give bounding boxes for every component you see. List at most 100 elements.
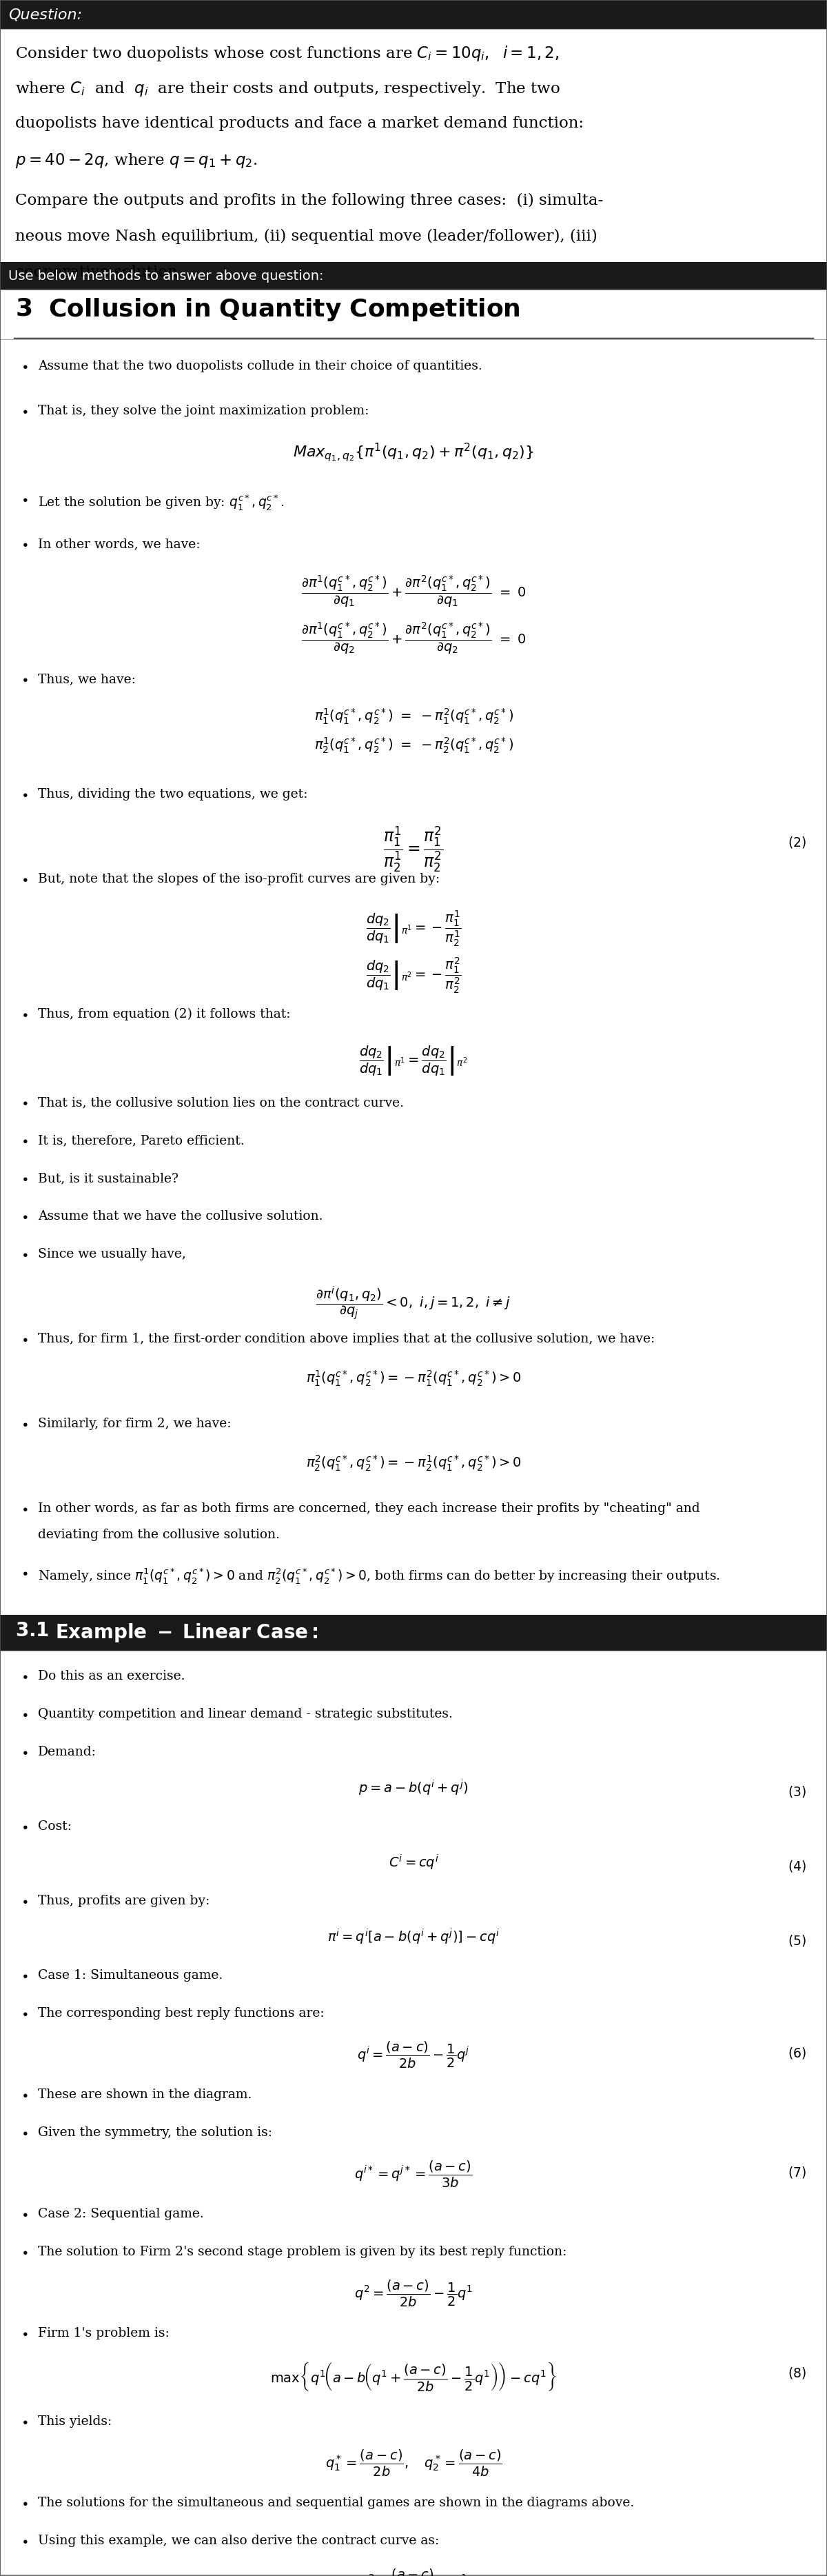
Text: $\pi^1_1(q_1^{c*},q_2^{c*}) = -\pi^2_1(q_1^{c*},q_2^{c*}) > 0$: $\pi^1_1(q_1^{c*},q_2^{c*}) = -\pi^2_1(q… bbox=[306, 1370, 521, 1388]
Text: $q^i = \dfrac{(a-c)}{2b} - \dfrac{1}{2}q^j$: $q^i = \dfrac{(a-c)}{2b} - \dfrac{1}{2}q… bbox=[357, 2040, 470, 2071]
Text: $\bullet$: $\bullet$ bbox=[21, 873, 28, 886]
Text: This yields:: This yields: bbox=[38, 2416, 112, 2427]
Text: $\left.\dfrac{dq_2}{dq_1}\right|_{\pi^2} = -\dfrac{\pi^2_1}{\pi^2_2}$: $\left.\dfrac{dq_2}{dq_1}\right|_{\pi^2}… bbox=[366, 956, 461, 994]
Text: $\dfrac{\partial\pi^i(q_1,q_2)}{\partial q_j} < 0, \ i,j = 1,2, \ i \neq j$: $\dfrac{\partial\pi^i(q_1,q_2)}{\partial… bbox=[316, 1285, 511, 1321]
Text: $Max_{q_1,q_2}\{\pi^1(q_1,q_2) + \pi^2(q_1,q_2)\}$: $Max_{q_1,q_2}\{\pi^1(q_1,q_2) + \pi^2(q… bbox=[293, 440, 534, 464]
Text: Case 1: Simultaneous game.: Case 1: Simultaneous game. bbox=[38, 1968, 222, 1981]
Text: $\left.\dfrac{dq_2}{dq_1}\right|_{\pi^1} = \left.\dfrac{dq_2}{dq_1}\right|_{\pi^: $\left.\dfrac{dq_2}{dq_1}\right|_{\pi^1}… bbox=[359, 1046, 468, 1077]
Text: Case 2: Sequential game.: Case 2: Sequential game. bbox=[38, 2208, 203, 2221]
Text: Assume that the two duopolists collude in their choice of quantities.: Assume that the two duopolists collude i… bbox=[38, 361, 482, 374]
Bar bbox=[0, 1615, 827, 1651]
Text: $\bullet$: $\bullet$ bbox=[21, 1007, 28, 1020]
Text: In other words, as far as both firms are concerned, they each increase their pro: In other words, as far as both firms are… bbox=[38, 1502, 700, 1515]
Bar bbox=[0, 1651, 827, 2573]
Text: $\bullet$: $\bullet$ bbox=[21, 1417, 28, 1430]
Text: But, is it sustainable?: But, is it sustainable? bbox=[38, 1172, 179, 1185]
Text: $\pi^2_2(q_1^{c*},q_2^{c*}) = -\pi^1_2(q_1^{c*},q_2^{c*}) > 0$: $\pi^2_2(q_1^{c*},q_2^{c*}) = -\pi^1_2(q… bbox=[306, 1455, 521, 1473]
Text: Assume that we have the collusive solution.: Assume that we have the collusive soluti… bbox=[38, 1211, 323, 1224]
Text: $\bullet$: $\bullet$ bbox=[21, 672, 28, 685]
Text: $\bullet$: $\bullet$ bbox=[21, 1172, 28, 1185]
Text: $\pi^1_2(q_1^{c*},q_2^{c*}) \ = \ -\pi^2_2(q_1^{c*},q_2^{c*})$: $\pi^1_2(q_1^{c*},q_2^{c*}) \ = \ -\pi^2… bbox=[314, 737, 513, 755]
Text: $(6)$: $(6)$ bbox=[788, 2045, 806, 2061]
Text: $\bullet$: $\bullet$ bbox=[21, 2496, 28, 2509]
Text: $\bullet$: $\bullet$ bbox=[21, 492, 28, 505]
Text: $\bullet$: $\bullet$ bbox=[21, 1747, 28, 1759]
Text: Thus, profits are given by:: Thus, profits are given by: bbox=[38, 1896, 210, 1906]
Text: $q^2 = \dfrac{(a-c)}{2b} - q^1$: $q^2 = \dfrac{(a-c)}{2b} - q^1$ bbox=[359, 2568, 468, 2576]
Text: Cost:: Cost: bbox=[38, 1821, 72, 1832]
Text: That is, they solve the joint maximization problem:: That is, they solve the joint maximizati… bbox=[38, 404, 369, 417]
Text: $p = 40 - 2q$, where $q = q_1 + q_2$.: $p = 40 - 2q$, where $q = q_1 + q_2$. bbox=[15, 152, 257, 170]
Text: $\bullet$: $\bullet$ bbox=[21, 2007, 28, 2020]
Text: Firm 1's problem is:: Firm 1's problem is: bbox=[38, 2326, 170, 2339]
Text: $\bullet$: $\bullet$ bbox=[21, 1896, 28, 1906]
Text: Since we usually have,: Since we usually have, bbox=[38, 1247, 186, 1260]
Text: Given the symmetry, the solution is:: Given the symmetry, the solution is: bbox=[38, 2125, 272, 2138]
Text: Let the solution be given by: $q_1^{c*}, q_2^{c*}$.: Let the solution be given by: $q_1^{c*},… bbox=[38, 492, 284, 513]
Text: $\bullet$: $\bullet$ bbox=[21, 2535, 28, 2548]
Text: $\bullet$: $\bullet$ bbox=[21, 1566, 28, 1579]
Text: These are shown in the diagram.: These are shown in the diagram. bbox=[38, 2089, 251, 2102]
Text: $\dfrac{\pi^1_1}{\pi^1_2} = \dfrac{\pi^2_1}{\pi^2_2}$: $\dfrac{\pi^1_1}{\pi^1_2} = \dfrac{\pi^2… bbox=[384, 824, 443, 873]
Text: $\mathbf{3}$: $\mathbf{3}$ bbox=[15, 296, 32, 319]
Text: $\pi^i = q^i[a - b(q^i + q^j)] - cq^i$: $\pi^i = q^i[a - b(q^i + q^j)] - cq^i$ bbox=[327, 1927, 500, 1947]
Text: neous move Nash equilibrium, (ii) sequential move (leader/follower), (iii): neous move Nash equilibrium, (ii) sequen… bbox=[15, 229, 597, 245]
Text: Question:: Question: bbox=[8, 8, 82, 21]
Text: That is, the collusive solution lies on the contract curve.: That is, the collusive solution lies on … bbox=[38, 1097, 404, 1108]
Text: $(3)$: $(3)$ bbox=[788, 1785, 806, 1798]
Text: $(4)$: $(4)$ bbox=[788, 1860, 806, 1873]
Text: $\bullet$: $\bullet$ bbox=[21, 1669, 28, 1682]
Text: duopolists have identical products and face a market demand function:: duopolists have identical products and f… bbox=[15, 116, 584, 131]
Text: deviating from the collusive solution.: deviating from the collusive solution. bbox=[38, 1528, 280, 1540]
Text: Thus, dividing the two equations, we get:: Thus, dividing the two equations, we get… bbox=[38, 788, 308, 801]
Text: $(7)$: $(7)$ bbox=[788, 2164, 806, 2179]
Text: $\bullet$: $\bullet$ bbox=[21, 788, 28, 801]
Text: $\bullet$: $\bullet$ bbox=[21, 1968, 28, 1981]
Text: $p = a - b(q^i + q^j)$: $p = a - b(q^i + q^j)$ bbox=[359, 1780, 468, 1798]
Text: $\bullet$: $\bullet$ bbox=[21, 2416, 28, 2427]
Text: $\bullet$: $\bullet$ bbox=[21, 1502, 28, 1515]
Text: $\bullet$: $\bullet$ bbox=[21, 1211, 28, 1224]
Text: $\bullet$: $\bullet$ bbox=[21, 1821, 28, 1832]
Text: where $C_i$  and  $q_i$  are their costs and outputs, respectively.  The two: where $C_i$ and $q_i$ are their costs an… bbox=[15, 80, 561, 98]
Text: $\mathbf{Example\ -\ Linear\ Case:}$: $\mathbf{Example\ -\ Linear\ Case:}$ bbox=[55, 1623, 318, 1643]
Text: $(2)$: $(2)$ bbox=[788, 835, 806, 850]
Text: The corresponding best reply functions are:: The corresponding best reply functions a… bbox=[38, 2007, 324, 2020]
Text: $\dfrac{\partial\pi^1(q_1^{c*},q_2^{c*})}{\partial q_2} + \dfrac{\partial\pi^2(q: $\dfrac{\partial\pi^1(q_1^{c*},q_2^{c*})… bbox=[301, 621, 526, 657]
Text: $\mathbf{Collusion\ in\ Quantity\ Competition}$: $\mathbf{Collusion\ in\ Quantity\ Compet… bbox=[48, 296, 520, 322]
Text: $\bullet$: $\bullet$ bbox=[21, 2326, 28, 2339]
Text: $\bullet$: $\bullet$ bbox=[21, 2125, 28, 2138]
Text: cooperative solution.: cooperative solution. bbox=[15, 265, 183, 281]
Text: Thus, from equation (2) it follows that:: Thus, from equation (2) it follows that: bbox=[38, 1007, 290, 1020]
Text: Demand:: Demand: bbox=[38, 1747, 97, 1759]
Bar bbox=[0, 340, 827, 2573]
Text: $\bullet$: $\bullet$ bbox=[21, 1247, 28, 1260]
Text: Thus, for firm 1, the first-order condition above implies that at the collusive : Thus, for firm 1, the first-order condit… bbox=[38, 1332, 655, 1345]
Text: $\bullet$: $\bullet$ bbox=[21, 1097, 28, 1108]
Text: The solution to Firm 2's second stage problem is given by its best reply functio: The solution to Firm 2's second stage pr… bbox=[38, 2246, 566, 2259]
Text: Do this as an exercise.: Do this as an exercise. bbox=[38, 1669, 185, 1682]
Text: Consider two duopolists whose cost functions are $C_i = 10q_i,$  $i = 1, 2,$: Consider two duopolists whose cost funct… bbox=[15, 44, 559, 62]
Text: $\mathbf{3.1}$: $\mathbf{3.1}$ bbox=[15, 1623, 49, 1641]
Text: $(8)$: $(8)$ bbox=[788, 2365, 806, 2380]
Bar bbox=[0, 289, 827, 340]
Text: $\bullet$: $\bullet$ bbox=[21, 538, 28, 551]
Text: $\left.\dfrac{dq_2}{dq_1}\right|_{\pi^1} = -\dfrac{\pi^1_1}{\pi^1_2}$: $\left.\dfrac{dq_2}{dq_1}\right|_{\pi^1}… bbox=[366, 909, 461, 948]
Text: It is, therefore, Pareto efficient.: It is, therefore, Pareto efficient. bbox=[38, 1133, 245, 1146]
Bar bbox=[0, 263, 827, 289]
Text: $(5)$: $(5)$ bbox=[788, 1935, 806, 1947]
Text: $\bullet$: $\bullet$ bbox=[21, 1332, 28, 1345]
Text: $q^2 = \dfrac{(a-c)}{2b} - \dfrac{1}{2}q^1$: $q^2 = \dfrac{(a-c)}{2b} - \dfrac{1}{2}q… bbox=[354, 2280, 473, 2308]
Text: $\bullet$: $\bullet$ bbox=[21, 2089, 28, 2102]
Text: $C^i = cq^i$: $C^i = cq^i$ bbox=[389, 1852, 438, 1873]
Text: $\bullet$: $\bullet$ bbox=[21, 361, 28, 374]
Text: $\bullet$: $\bullet$ bbox=[21, 2246, 28, 2259]
Text: The solutions for the simultaneous and sequential games are shown in the diagram: The solutions for the simultaneous and s… bbox=[38, 2496, 634, 2509]
Bar bbox=[0, 0, 827, 28]
Text: In other words, we have:: In other words, we have: bbox=[38, 538, 200, 551]
Text: Use below methods to answer above question:: Use below methods to answer above questi… bbox=[8, 270, 323, 283]
Text: Similarly, for firm 2, we have:: Similarly, for firm 2, we have: bbox=[38, 1417, 232, 1430]
Text: $\dfrac{\partial\pi^1(q_1^{c*},q_2^{c*})}{\partial q_1} + \dfrac{\partial\pi^2(q: $\dfrac{\partial\pi^1(q_1^{c*},q_2^{c*})… bbox=[301, 574, 526, 608]
Text: Quantity competition and linear demand - strategic substitutes.: Quantity competition and linear demand -… bbox=[38, 1708, 452, 1721]
Text: Namely, since $\pi^1_1(q_1^{c*},q_2^{c*}) > 0$ and $\pi^2_2(q_1^{c*},q_2^{c*}) >: Namely, since $\pi^1_1(q_1^{c*},q_2^{c*}… bbox=[38, 1566, 720, 1584]
